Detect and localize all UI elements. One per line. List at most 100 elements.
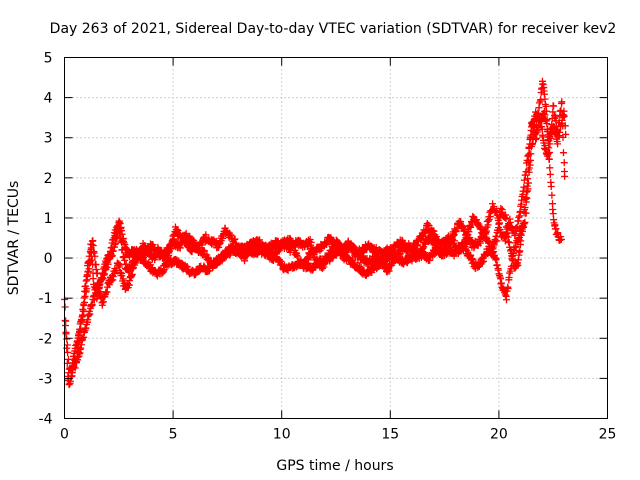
data-point xyxy=(550,102,558,110)
data-point xyxy=(115,260,123,268)
data-point xyxy=(504,284,512,292)
data-point xyxy=(501,291,509,299)
data-point xyxy=(119,246,127,254)
data-point xyxy=(63,341,71,349)
data-point xyxy=(482,233,490,241)
data-point xyxy=(385,267,393,275)
data-point xyxy=(119,275,127,283)
data-point xyxy=(425,222,433,230)
data-point xyxy=(85,265,93,273)
data-point xyxy=(520,176,528,184)
data-point xyxy=(118,238,126,246)
data-point xyxy=(492,232,500,240)
data-point xyxy=(532,134,540,142)
data-point xyxy=(215,243,223,251)
data-point xyxy=(512,243,520,251)
data-point xyxy=(183,263,191,271)
data-point xyxy=(557,235,565,243)
data-point xyxy=(554,140,562,148)
data-point xyxy=(80,294,88,302)
data-point xyxy=(66,377,74,385)
data-point xyxy=(555,119,563,127)
data-point xyxy=(467,223,475,231)
data-point xyxy=(461,226,469,234)
data-point xyxy=(356,262,364,270)
x-tick-label: 10 xyxy=(273,427,291,443)
data-point xyxy=(221,254,229,262)
data-point xyxy=(481,230,489,238)
data-point xyxy=(524,166,532,174)
y-tick-label: 3 xyxy=(44,131,53,147)
data-point xyxy=(543,116,551,124)
y-axis-label: SDTVAR / TECUs xyxy=(6,181,22,296)
data-point xyxy=(521,204,529,212)
data-point xyxy=(542,146,550,154)
data-point xyxy=(275,247,283,255)
data-point xyxy=(77,325,85,333)
data-point xyxy=(547,125,555,133)
data-point xyxy=(521,171,529,179)
data-point xyxy=(62,322,70,330)
data-point xyxy=(61,303,69,311)
data-point xyxy=(89,260,97,268)
data-point xyxy=(525,150,533,158)
data-point xyxy=(84,258,92,266)
data-point xyxy=(560,159,568,167)
data-point xyxy=(457,218,465,226)
data-point xyxy=(518,228,526,236)
data-point xyxy=(559,122,567,130)
y-tick-label: 5 xyxy=(44,51,53,67)
data-point xyxy=(558,111,566,119)
data-point xyxy=(86,310,94,318)
y-tick-label: 1 xyxy=(44,211,53,227)
data-point xyxy=(464,231,472,239)
data-point xyxy=(548,191,556,199)
chart-title: Day 263 of 2021, Sidereal Day-to-day VTE… xyxy=(50,21,617,37)
data-point xyxy=(88,300,96,308)
y-tick-label: -1 xyxy=(39,291,53,307)
data-point xyxy=(291,243,299,251)
data-point xyxy=(219,234,227,242)
data-point xyxy=(74,343,82,351)
data-point xyxy=(324,255,332,263)
data-point xyxy=(503,296,511,304)
data-point xyxy=(526,133,534,141)
data-point xyxy=(116,261,124,269)
data-point xyxy=(80,300,88,308)
data-point xyxy=(304,256,312,264)
x-axis-label: GPS time / hours xyxy=(276,458,393,474)
data-series xyxy=(61,77,570,389)
data-point xyxy=(112,266,120,274)
x-tick-label: 15 xyxy=(381,427,399,443)
data-point xyxy=(231,235,239,243)
data-point xyxy=(495,224,503,232)
y-tick-label: 2 xyxy=(44,171,53,187)
y-tick-label: 0 xyxy=(44,251,53,267)
data-point xyxy=(524,175,532,183)
plot-frame xyxy=(64,57,608,419)
data-point xyxy=(541,111,549,119)
data-point xyxy=(127,262,135,270)
data-point xyxy=(99,298,107,306)
data-point xyxy=(542,107,550,115)
data-point xyxy=(525,158,533,166)
data-point xyxy=(246,247,254,255)
data-point xyxy=(82,277,90,285)
data-point xyxy=(320,263,328,271)
x-tick-label: 20 xyxy=(490,427,508,443)
data-point xyxy=(532,136,540,144)
data-point xyxy=(64,348,72,356)
y-tick-label: -4 xyxy=(39,412,53,428)
axes: 0 5 10 15 20 25 -4 -3 -2 -1 0 1 2 3 4 5 xyxy=(39,51,617,443)
data-point xyxy=(503,225,511,233)
data-point xyxy=(526,140,534,148)
x-tick-label: 0 xyxy=(60,427,69,443)
data-point xyxy=(72,357,80,365)
data-point xyxy=(93,295,101,303)
data-point xyxy=(546,149,554,157)
data-point xyxy=(98,301,106,309)
data-point xyxy=(493,237,501,245)
data-point xyxy=(546,134,554,142)
